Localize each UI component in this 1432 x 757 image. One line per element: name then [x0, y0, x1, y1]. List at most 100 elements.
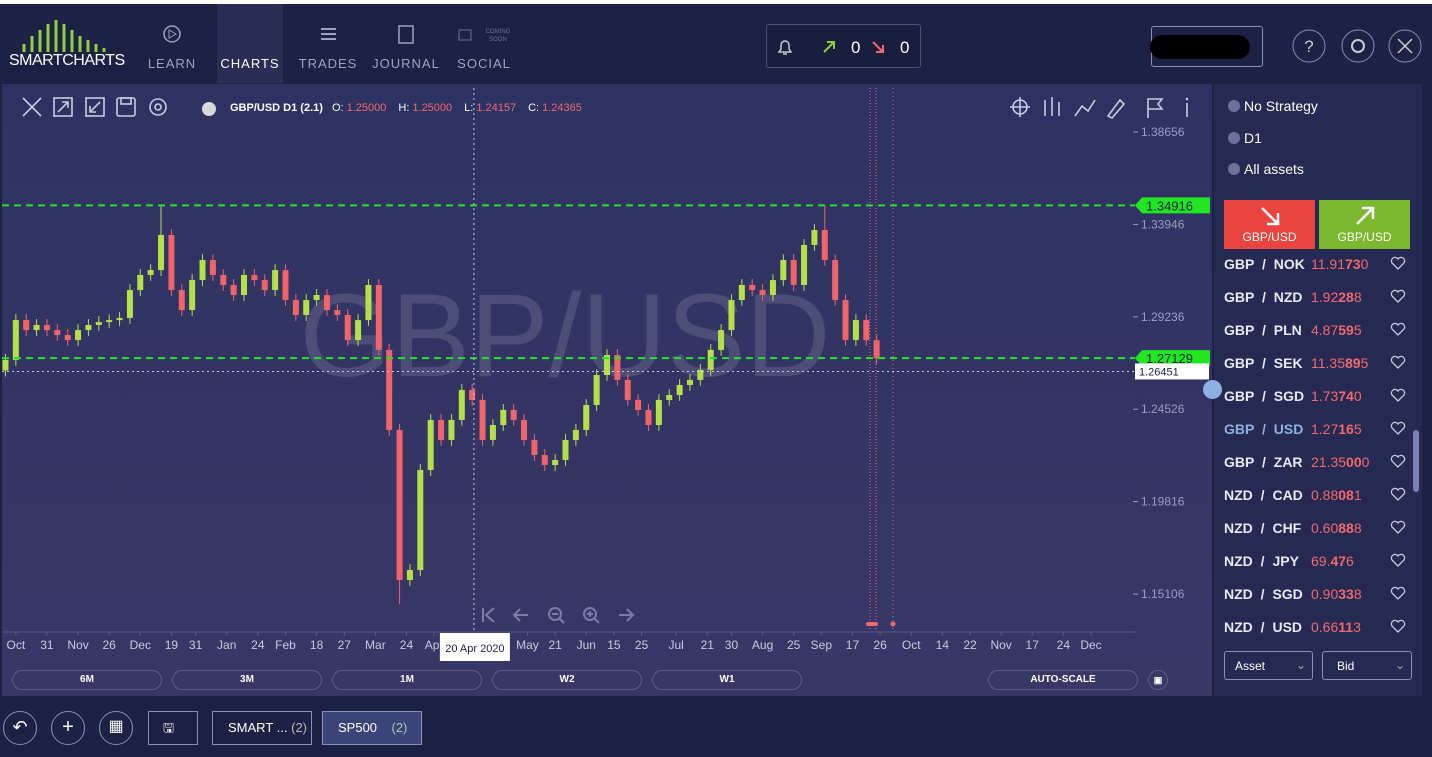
watchlist-row[interactable]: GBP / SEK 11.35895: [1214, 349, 1414, 379]
watchlist-row[interactable]: GBP / SGD 1.73740: [1214, 382, 1414, 412]
asset-select[interactable]: Asset ⌄: [1224, 651, 1313, 680]
x-tick-label: May: [516, 638, 539, 652]
nav-journal[interactable]: JOURNAL: [372, 56, 440, 71]
price-part: 69.: [1311, 553, 1331, 569]
timeframe-filter[interactable]: D1: [1228, 130, 1262, 146]
autoscale-button[interactable]: AUTO-SCALE: [988, 670, 1138, 690]
watchlist-row[interactable]: NZD / USD 0.66113: [1214, 613, 1414, 643]
price-part: 0.88: [1311, 487, 1339, 503]
pair: NZD / SGD: [1224, 586, 1303, 602]
favorite[interactable]: [1390, 618, 1406, 634]
y-tick-label: 1.29236: [1141, 310, 1185, 324]
favorite[interactable]: [1390, 420, 1406, 436]
candle-body: [137, 274, 144, 291]
nav-social[interactable]: SOCIAL: [457, 56, 511, 71]
candle-body: [64, 334, 71, 341]
candle-body: [738, 284, 745, 301]
decoration: [168, 29, 178, 39]
favorite[interactable]: [1390, 486, 1406, 502]
favorite[interactable]: [1390, 354, 1406, 370]
favorite[interactable]: [1390, 453, 1406, 469]
timeframe-button[interactable]: W2: [492, 670, 642, 690]
symbol-label: GBP/USD D1 (2.1): [230, 102, 323, 114]
nav-charts[interactable]: CHARTS: [220, 56, 280, 71]
chart-tools-left[interactable]: [22, 97, 167, 117]
price-select[interactable]: Bid ⌄: [1322, 651, 1412, 680]
watchlist-row[interactable]: NZD / SGD 0.90338: [1214, 580, 1414, 610]
x-tick-label: 26: [873, 638, 887, 652]
strategy-filter[interactable]: No Strategy: [1228, 98, 1318, 114]
favorite[interactable]: [1390, 552, 1406, 568]
chart-tools-right[interactable]: [1010, 97, 1188, 119]
watchlist-row[interactable]: GBP / USD 1.27165: [1214, 415, 1414, 445]
decoration: [1390, 586, 1406, 600]
x-tick-label: 31: [189, 638, 203, 652]
candle-body: [178, 290, 185, 311]
decoration: [1010, 97, 1030, 117]
candle-body: [541, 455, 548, 466]
decoration: [482, 607, 495, 623]
price: 11.35895: [1311, 355, 1368, 371]
x-tick-label: 24: [251, 638, 265, 652]
fullscreen-button[interactable]: [1388, 29, 1422, 63]
help-button[interactable]: [1292, 29, 1326, 63]
nav-learn[interactable]: LEARN: [147, 56, 197, 71]
timeframe-button[interactable]: 3M: [172, 670, 322, 690]
price-part: 5: [1353, 421, 1362, 437]
price-part: 88: [1338, 520, 1354, 536]
panel-toggle[interactable]: [1203, 380, 1222, 399]
favorite[interactable]: [1390, 585, 1406, 601]
pair-base: GBP: [1224, 322, 1255, 338]
nav-controls[interactable]: [482, 607, 635, 624]
candle-body: [282, 270, 289, 301]
crosshair-x-box: [439, 633, 510, 661]
timeframe-button[interactable]: W1: [652, 670, 802, 690]
decoration: [1390, 421, 1406, 435]
layout-button[interactable]: ▦: [99, 711, 133, 745]
back-button[interactable]: ↶: [3, 711, 37, 745]
add-button[interactable]: +: [51, 711, 85, 745]
watchlist-row[interactable]: GBP / ZAR 21.35000: [1214, 448, 1414, 478]
candle-body: [334, 310, 341, 315]
timeframe-button[interactable]: 1M: [332, 670, 482, 690]
nav-trades[interactable]: TRADES: [298, 56, 358, 71]
save-button[interactable]: 🖫: [148, 711, 198, 745]
workspace-tab[interactable]: SP500 (2): [322, 711, 422, 745]
timeframe-button[interactable]: 6M: [12, 670, 162, 690]
watchlist-row[interactable]: GBP / PLN 4.87595: [1214, 316, 1414, 346]
account-box[interactable]: [1150, 26, 1263, 67]
scrollbar[interactable]: [1413, 430, 1419, 492]
favorite[interactable]: [1390, 387, 1406, 403]
alerts-down: 0: [900, 38, 910, 57]
favorite[interactable]: [1390, 321, 1406, 337]
sell-button[interactable]: GBP/USD: [1224, 200, 1315, 249]
buy-button[interactable]: GBP/USD: [1319, 200, 1410, 249]
decoration: [1390, 553, 1406, 567]
watchlist-row[interactable]: GBP / NOK 11.91730: [1214, 250, 1414, 280]
price-part: 28: [1338, 289, 1354, 305]
workspace-tab[interactable]: SMART ... (2): [212, 711, 312, 745]
favorite[interactable]: [1390, 519, 1406, 535]
settings-button[interactable]: [1341, 29, 1375, 63]
watchlist-row[interactable]: NZD / CHF 0.60888: [1214, 514, 1414, 544]
favorite[interactable]: [1390, 288, 1406, 304]
price-part: 1.92: [1311, 289, 1339, 305]
pair: GBP / NOK: [1224, 256, 1305, 272]
watchlist-row[interactable]: GBP / NZD 1.92288: [1214, 283, 1414, 313]
price: 0.90338: [1311, 586, 1362, 602]
lock-button[interactable]: ▣: [1148, 670, 1168, 690]
price-part: 11: [1338, 619, 1354, 635]
watchlist-row[interactable]: NZD / JPY 69.476: [1214, 547, 1414, 577]
candle-body: [292, 300, 299, 315]
decoration: [823, 41, 835, 53]
decoration: [1390, 454, 1406, 468]
watchlist-row[interactable]: NZD / CAD 0.88081: [1214, 481, 1414, 511]
favorite[interactable]: [1390, 255, 1406, 271]
asset-filter[interactable]: All assets: [1228, 161, 1304, 177]
candle-body: [344, 314, 351, 341]
menu-dot: [1185, 97, 1189, 101]
up-arrow: [823, 41, 835, 53]
candle-body: [697, 369, 704, 380]
alerts-box[interactable]: 0 0: [766, 24, 921, 68]
ohlc-value: 1.24365: [542, 102, 582, 114]
